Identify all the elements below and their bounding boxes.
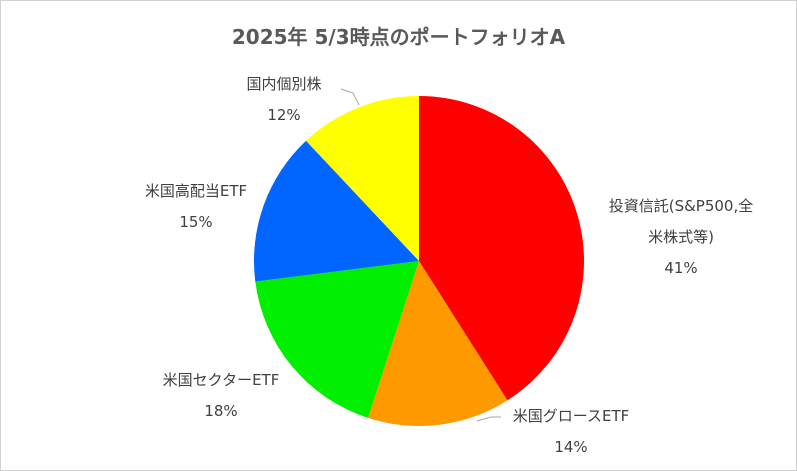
- slice-label: 米国セクターETF: [162, 371, 280, 389]
- value-label: 14%: [554, 438, 588, 456]
- value-label: 41%: [664, 259, 698, 277]
- pie-slice: [255, 261, 419, 418]
- value-label: 18%: [204, 402, 238, 420]
- pie-slice: [368, 261, 508, 426]
- pie-slice: [419, 96, 584, 401]
- slice-label: 投資信託(S&P500,全米株式等): [608, 197, 754, 246]
- value-label: 15%: [179, 213, 213, 231]
- value-label: 12%: [267, 106, 301, 124]
- leader-line: [340, 88, 360, 106]
- pie-slice: [306, 96, 419, 261]
- slice-label: 米国グロースETF: [512, 407, 630, 425]
- pie-slice: [254, 140, 419, 282]
- slice-label: 米国高配当ETF: [144, 182, 248, 200]
- chart-title: 2025年 5/3時点のポートフォリオA: [231, 25, 566, 49]
- slice-label: 国内個別株: [246, 75, 322, 93]
- leader-line: [476, 416, 501, 422]
